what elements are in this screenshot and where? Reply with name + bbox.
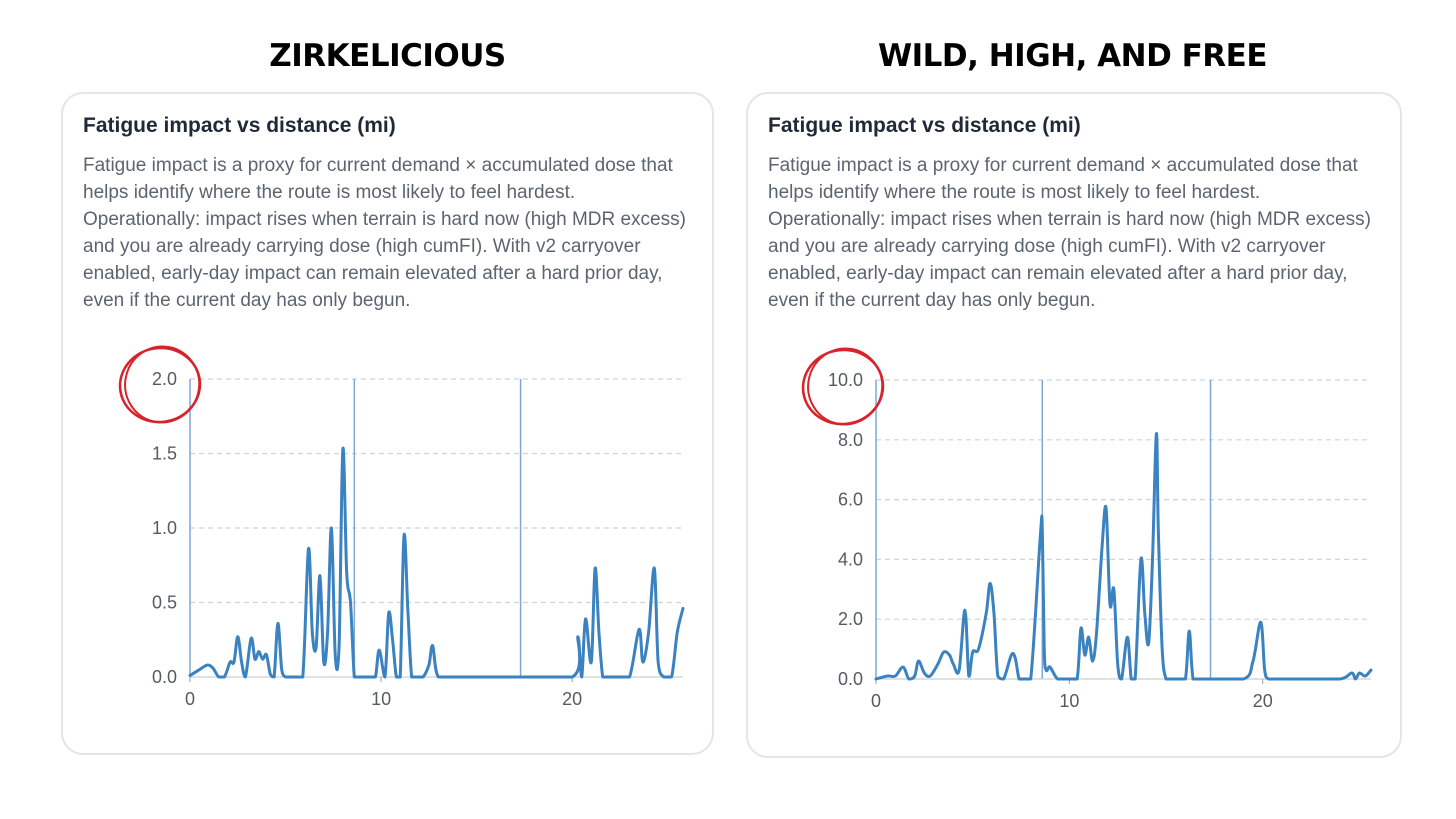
series-line <box>188 446 685 679</box>
y-tick-label: 6.0 <box>838 490 863 510</box>
x-tick-label: 10 <box>1059 691 1079 711</box>
annotation-circle-stroke <box>807 347 884 426</box>
annotation-circle-stroke <box>124 345 201 424</box>
chart-title: Fatigue impact vs distance (mi) <box>768 114 1081 137</box>
y-tick-label: 0.5 <box>152 593 177 613</box>
chart-card-left: Fatigue impact vs distance (mi) Fatigue … <box>61 92 714 755</box>
x-tick-label: 0 <box>185 689 195 709</box>
y-tick-label: 2.0 <box>838 609 863 629</box>
series-line <box>874 432 1373 681</box>
panel-heading-left: ZIRKELICIOUS <box>269 38 506 74</box>
x-tick-label: 20 <box>562 689 582 709</box>
chart-card-right: Fatigue impact vs distance (mi) Fatigue … <box>746 92 1402 758</box>
chart-description: Fatigue impact is a proxy for current de… <box>768 155 1371 311</box>
y-tick-label: 0.0 <box>838 669 863 689</box>
y-tick-label: 1.5 <box>152 444 177 464</box>
x-tick-label: 0 <box>871 691 881 711</box>
y-tick-label: 4.0 <box>838 549 863 569</box>
y-tick-label: 1.0 <box>152 518 177 538</box>
chart-description: Fatigue impact is a proxy for current de… <box>83 155 686 311</box>
x-tick-label: 10 <box>371 689 391 709</box>
y-tick-label: 8.0 <box>838 430 863 450</box>
fatigue-impact-chart: 0.0 2.0 4.0 6.0 8.0 10.0 0 10 20 <box>801 347 1373 711</box>
x-tick-label: 20 <box>1253 691 1273 711</box>
y-tick-label: 0.0 <box>152 667 177 687</box>
fatigue-impact-chart: 0.0 0.5 1.0 1.5 2.0 0 10 20 <box>118 345 685 709</box>
y-tick-label: 10.0 <box>828 370 863 390</box>
chart-title: Fatigue impact vs distance (mi) <box>83 114 396 137</box>
y-tick-label: 2.0 <box>152 369 177 389</box>
panel-heading-right: WILD, HIGH, AND FREE <box>877 38 1268 74</box>
